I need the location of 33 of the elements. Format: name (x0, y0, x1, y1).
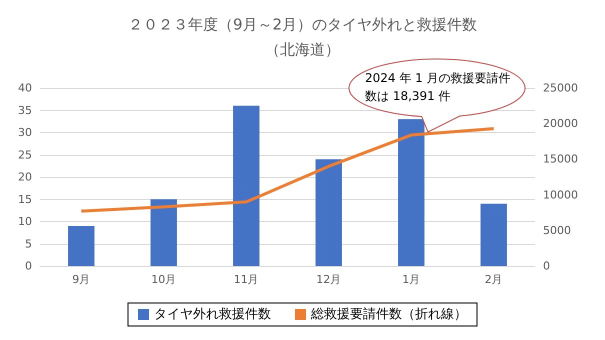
y2-tick-label: 15000 (543, 152, 578, 166)
x-tick-label: 2月 (484, 273, 503, 286)
bar (68, 226, 94, 266)
chart-subtitle: （北海道） (265, 40, 340, 58)
x-tick-label: 9月 (72, 273, 90, 286)
bar (480, 204, 507, 266)
y-tick-label: 30 (18, 126, 32, 139)
y-tick-label: 0 (25, 260, 32, 272)
y2-tick-label: 5000 (543, 224, 571, 237)
y-tick-label: 40 (18, 82, 32, 94)
chart-title: ２０２３年度（9月～2月）のタイヤ外れと救援件数 (128, 16, 478, 34)
x-tick-label: 12月 (316, 273, 342, 286)
line-series (80, 127, 496, 213)
y-tick-label: 15 (18, 192, 32, 206)
bar (398, 119, 424, 266)
y2-tick-label: 0 (543, 260, 550, 272)
y2-tick-label: 20000 (543, 117, 578, 130)
legend-label: タイヤ外れ救援件数 (154, 307, 271, 322)
bar (316, 159, 342, 266)
annotation: 2024 年 1 月の救援要請件数は 18,391 件 (365, 70, 511, 105)
y-tick-label: 10 (18, 215, 32, 228)
y-tick-label: 20 (18, 170, 32, 184)
y-tick-label: 25 (18, 148, 32, 162)
bar (233, 106, 260, 266)
x-tick-label: 11月 (234, 273, 259, 286)
y-tick-label: 5 (25, 237, 32, 250)
y2-tick-label: 25000 (543, 82, 578, 94)
legend-label: 総救援要請件数（折れ線） (310, 307, 467, 322)
y-tick-label: 35 (18, 104, 32, 117)
bar (150, 199, 177, 266)
x-tick-label: 10月 (151, 273, 176, 286)
x-tick-label: 1月 (402, 273, 420, 286)
y2-tick-label: 10000 (543, 188, 578, 202)
